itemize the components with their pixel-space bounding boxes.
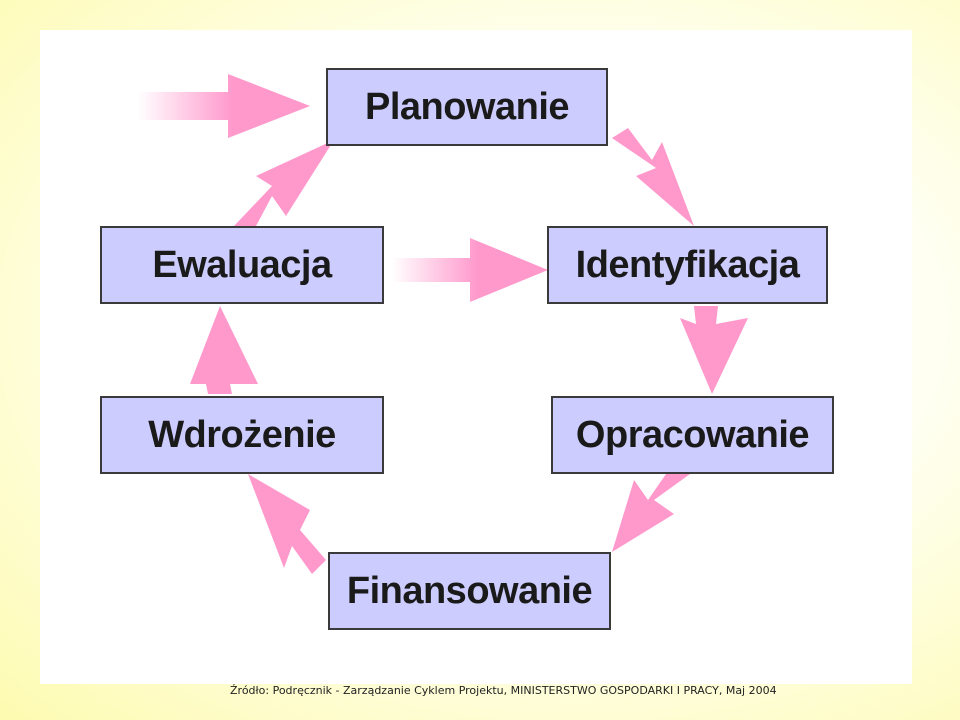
arrow-planowanie-identyfikacja	[612, 128, 694, 226]
stage-opracowanie: Opracowanie	[551, 396, 834, 474]
stage-identyfikacja: Identyfikacja	[547, 226, 828, 304]
source-caption: Źródło: Podręcznik - Zarządzanie Cyklem …	[230, 684, 777, 697]
arrow-ewaluacja-planowanie	[234, 140, 334, 226]
arrow-opracowanie-finansowanie	[612, 474, 690, 552]
arrow-identyfikacja-opracowanie	[680, 306, 748, 394]
entry-arrow-planowanie	[138, 74, 310, 138]
stage-wdrozenie: Wdrożenie	[100, 396, 384, 474]
entry-arrow-identyfikacja	[392, 238, 548, 302]
arrow-wdrozenie-ewaluacja	[190, 306, 258, 394]
arrow-finansowanie-wdrozenie	[248, 474, 326, 574]
stage-finansowanie: Finansowanie	[328, 552, 611, 630]
stage-planowanie: Planowanie	[326, 68, 608, 146]
stage-ewaluacja: Ewaluacja	[100, 226, 384, 304]
